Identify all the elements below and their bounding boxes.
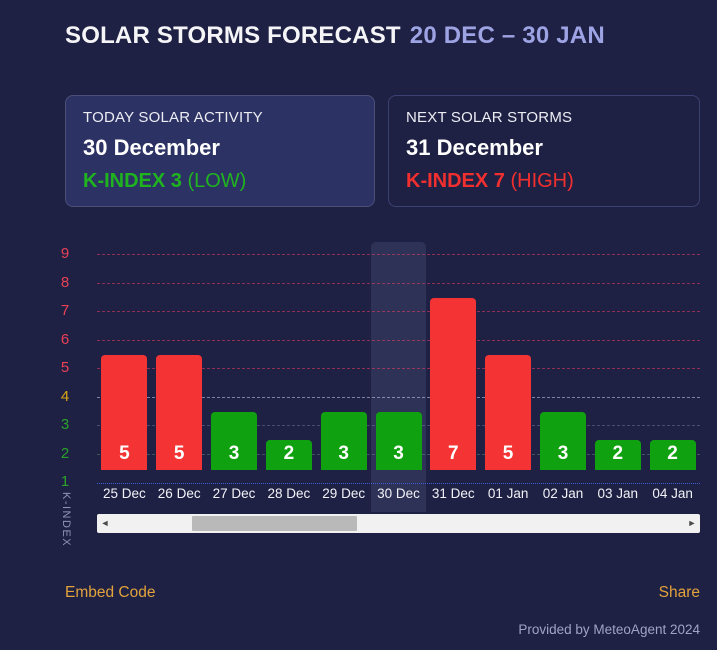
today-kindex-value: K-INDEX 3 [83, 170, 182, 192]
bar-01-jan: 5 [485, 355, 532, 470]
today-kindex-level: (LOW) [187, 170, 247, 192]
bar-03-jan: 2 [594, 440, 641, 470]
x-tick-04-jan: 04 Jan [652, 486, 693, 501]
next-card-label: NEXT SOLAR STORMS [406, 109, 573, 126]
title-date-range: 20 DEC – 30 JAN [409, 22, 605, 49]
provider-credit: Provided by MeteoAgent 2024 [518, 622, 700, 637]
share-link[interactable]: Share [658, 584, 700, 601]
bar-value-label: 2 [667, 443, 678, 464]
scrollbar-track[interactable] [113, 514, 684, 533]
gridline-level-5 [97, 368, 700, 369]
y-axis-label: K-INDEX [60, 492, 72, 548]
bar-25-dec: 5 [101, 355, 148, 470]
bar-value-label: 3 [228, 443, 240, 464]
bar-28-dec: 2 [265, 440, 312, 470]
bar-value-label: 3 [393, 443, 404, 464]
bar-value-label: 5 [173, 443, 185, 464]
scroll-right-icon[interactable]: ► [687, 518, 697, 528]
bar-04-jan: 2 [649, 440, 696, 470]
today-card-kindex: K-INDEX 3 (LOW) [83, 170, 357, 193]
y-tick-1: 1 [60, 473, 70, 490]
bar-30-dec: 3 [375, 412, 422, 470]
today-solar-activity-card: TODAY SOLAR ACTIVITY 30 December K-INDEX… [65, 95, 375, 207]
bar-02-jan: 3 [540, 412, 586, 470]
gridline-level-1 [97, 483, 700, 484]
bar-26-dec: 5 [156, 355, 203, 470]
scroll-left-icon[interactable]: ◄ [100, 518, 110, 528]
next-card-date: 31 December [406, 135, 543, 160]
bar-value-label: 2 [283, 443, 295, 464]
gridline-level-4 [97, 397, 700, 398]
page-title: SOLAR STORMS FORECAST 20 DEC – 30 JAN [65, 22, 605, 50]
chart-scrollbar[interactable]: ◄ ► [97, 514, 700, 533]
bar-31-dec: 7 [430, 298, 477, 470]
bar-value-label: 7 [448, 443, 459, 464]
y-tick-4: 4 [60, 388, 70, 405]
gridline-level-6 [97, 340, 700, 341]
y-tick-3: 3 [60, 416, 70, 433]
bar-value-label: 5 [119, 443, 130, 464]
next-kindex-value: K-INDEX 7 [406, 170, 505, 192]
next-card-kindex: K-INDEX 7 (HIGH) [406, 170, 682, 193]
gridline-level-9 [97, 254, 700, 255]
bar-29-dec: 3 [320, 412, 367, 470]
scrollbar-thumb[interactable] [192, 516, 357, 531]
bar-value-label: 3 [338, 443, 349, 464]
x-tick-03-jan: 03 Jan [597, 486, 639, 501]
y-tick-7: 7 [60, 302, 70, 319]
x-tick-01-jan: 01 Jan [487, 486, 529, 501]
x-tick-27-dec: 27 Dec [212, 486, 256, 501]
x-tick-29-dec: 29 Dec [322, 486, 366, 501]
y-tick-8: 8 [60, 274, 70, 291]
x-tick-30-dec: 30 Dec [377, 486, 420, 501]
y-tick-9: 9 [60, 245, 70, 262]
y-tick-2: 2 [60, 445, 70, 462]
title-text: SOLAR STORMS FORECAST [65, 22, 401, 49]
bar-27-dec: 3 [211, 412, 257, 470]
today-card-date: 30 December [83, 135, 220, 160]
y-tick-5: 5 [60, 359, 70, 376]
today-card-label: TODAY SOLAR ACTIVITY [83, 109, 263, 126]
x-tick-25-dec: 25 Dec [103, 486, 146, 501]
bar-value-label: 3 [557, 443, 569, 464]
gridline-level-8 [97, 283, 700, 284]
x-tick-28-dec: 28 Dec [267, 486, 311, 501]
y-tick-6: 6 [60, 331, 70, 348]
next-solar-storms-card: NEXT SOLAR STORMS 31 December K-INDEX 7 … [388, 95, 700, 207]
x-tick-26-dec: 26 Dec [157, 486, 201, 501]
x-tick-02-jan: 02 Jan [542, 486, 584, 501]
bar-value-label: 5 [502, 443, 514, 464]
embed-code-link[interactable]: Embed Code [65, 584, 156, 601]
x-tick-31-dec: 31 Dec [431, 486, 475, 501]
bar-value-label: 2 [612, 443, 624, 464]
next-kindex-level: (HIGH) [510, 170, 574, 192]
gridline-level-7 [97, 311, 700, 312]
